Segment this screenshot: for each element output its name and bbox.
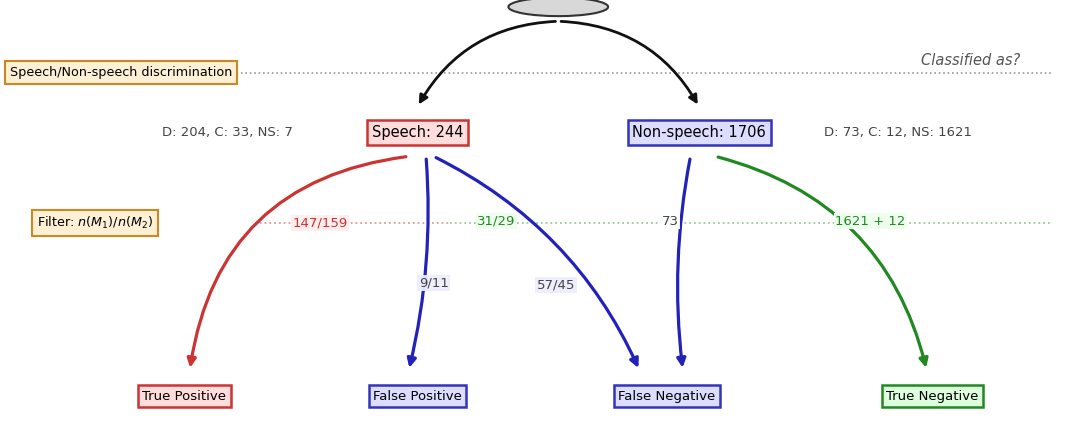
Text: 57/45: 57/45 [537, 278, 576, 291]
Text: True Positive: True Positive [142, 390, 227, 402]
Text: D: 204, C: 33, NS: 7: D: 204, C: 33, NS: 7 [162, 126, 293, 139]
Text: 147/159: 147/159 [293, 217, 347, 230]
Text: False Negative: False Negative [618, 390, 715, 402]
Text: D: 73, C: 12, NS: 1621: D: 73, C: 12, NS: 1621 [824, 126, 972, 139]
Text: 9/11: 9/11 [418, 276, 449, 289]
Text: 1621 + 12: 1621 + 12 [836, 214, 905, 227]
Text: 31/29: 31/29 [477, 214, 516, 227]
Text: Filter: $n(M_1)/n(M_2)$: Filter: $n(M_1)/n(M_2)$ [37, 215, 154, 231]
Text: Non-speech: 1706: Non-speech: 1706 [632, 125, 766, 140]
Text: Speech/Non-speech discrimination: Speech/Non-speech discrimination [10, 66, 233, 79]
Text: Speech: 244: Speech: 244 [372, 125, 463, 140]
Text: True Negative: True Negative [886, 390, 979, 402]
Text: 73: 73 [661, 214, 679, 227]
Ellipse shape [508, 0, 608, 16]
Text: Classified as?: Classified as? [920, 53, 1020, 68]
Text: False Positive: False Positive [373, 390, 462, 402]
